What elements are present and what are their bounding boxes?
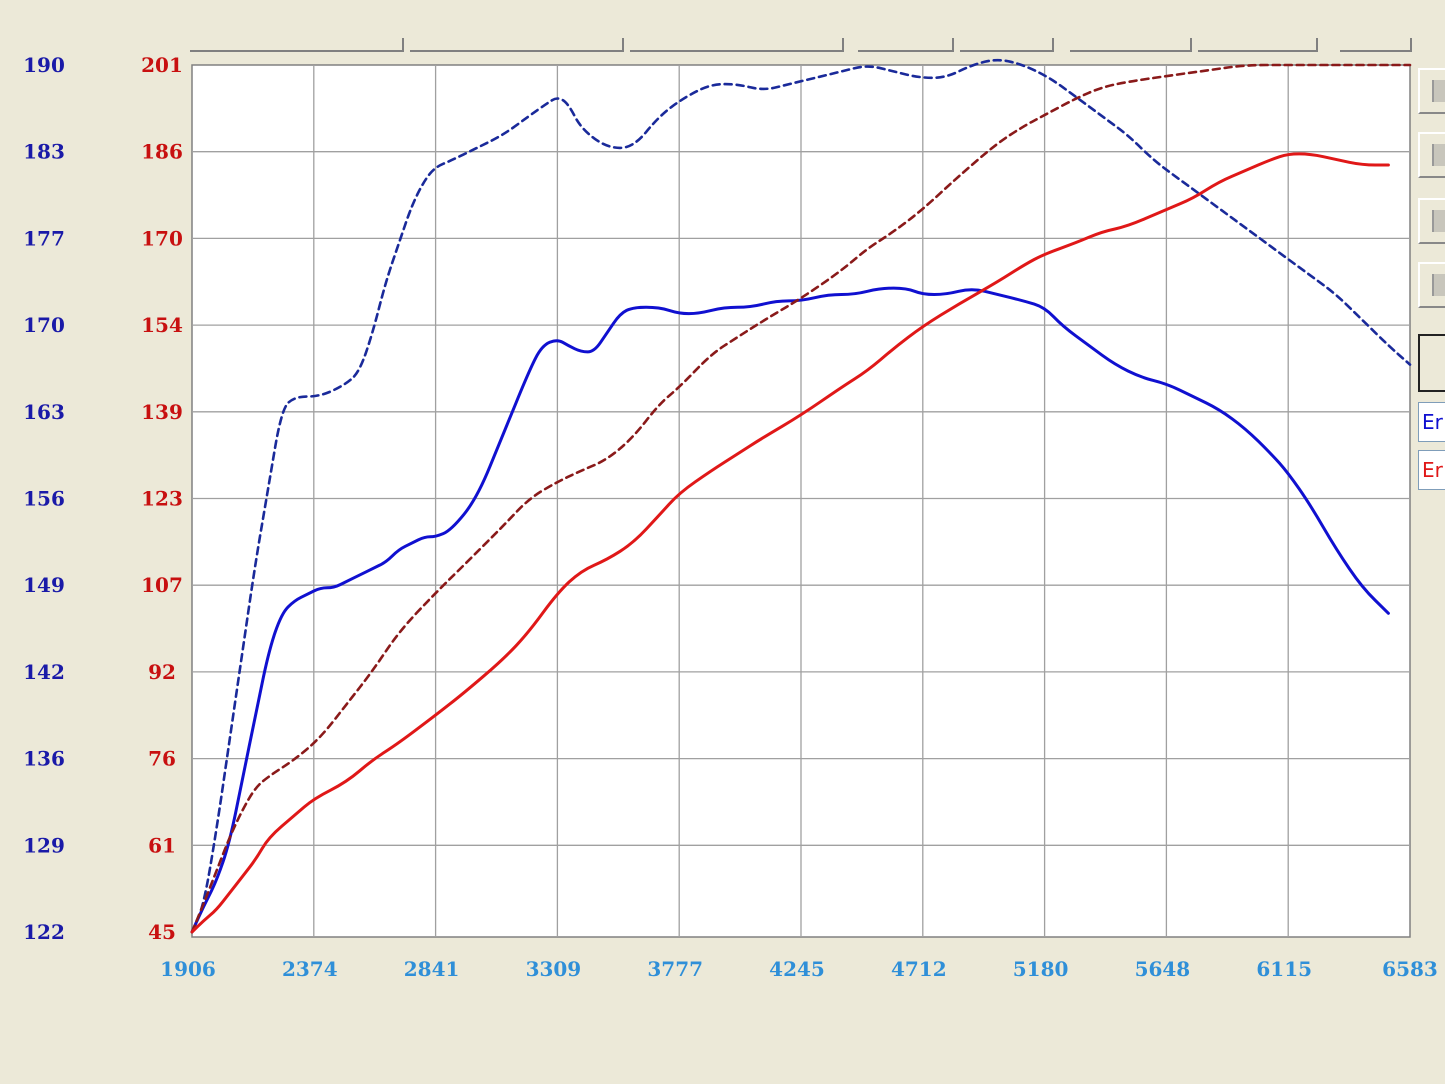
y-left-tick-label: 129 — [23, 833, 65, 857]
side-button-5[interactable] — [1418, 334, 1445, 392]
top-tab-8[interactable] — [1340, 38, 1412, 52]
x-tick-label: 5180 — [1013, 957, 1069, 981]
legend-power-entry[interactable]: Er — [1418, 402, 1445, 442]
y-left-tick-label: 149 — [23, 573, 65, 597]
red-dashed-series-line — [190, 63, 1412, 934]
y-right-tick-label: 107 — [141, 573, 183, 597]
y-left-tick-label: 190 — [23, 53, 65, 77]
y-left-tick-label: 136 — [23, 747, 65, 771]
top-tab-4[interactable] — [858, 38, 954, 52]
top-tab-3[interactable] — [630, 38, 844, 52]
y-left-tick-label: 163 — [23, 400, 65, 424]
blue-dashed-series-line — [190, 58, 1412, 934]
legend-torque-entry[interactable]: Er — [1418, 450, 1445, 490]
side-button-2[interactable] — [1418, 132, 1445, 178]
x-tick-label: 2841 — [404, 957, 460, 981]
side-button-4[interactable] — [1418, 262, 1445, 308]
y-left-tick-label: 122 — [23, 920, 65, 944]
button-glyph-icon — [1432, 80, 1445, 102]
x-tick-label: 1906 — [160, 957, 216, 981]
y-right-tick-label: 76 — [148, 747, 176, 771]
tick-labels: 122 129 136 142 149 156 163 170 177 183 190 45 61 76 9… — [23, 53, 1438, 981]
series-layer — [190, 58, 1412, 934]
x-tick-label: 6115 — [1256, 957, 1312, 981]
side-button-3[interactable] — [1418, 198, 1445, 244]
top-tab-6[interactable] — [1070, 38, 1192, 52]
x-tick-label: 3777 — [647, 957, 703, 981]
y-right-tick-label: 154 — [141, 313, 183, 337]
top-tab-2[interactable] — [410, 38, 624, 52]
y-left-tick-label: 142 — [23, 660, 65, 684]
x-tick-label: 3309 — [526, 957, 582, 981]
red-solid-series-line — [190, 152, 1390, 934]
x-tick-label: 2374 — [282, 957, 338, 981]
button-glyph-icon — [1432, 144, 1445, 166]
top-tab-5[interactable] — [960, 38, 1054, 52]
button-glyph-icon — [1432, 210, 1445, 232]
y-right-tick-label: 61 — [148, 833, 176, 857]
y-right-tick-label: 186 — [141, 140, 183, 164]
y-left-tick-label: 156 — [23, 487, 65, 511]
legend-power-label: Er — [1422, 410, 1443, 434]
top-tab-7[interactable] — [1198, 38, 1318, 52]
x-tick-label: 6583 — [1382, 957, 1438, 981]
y-left-tick-label: 183 — [23, 140, 65, 164]
y-left-tick-label: 170 — [23, 313, 65, 337]
y-right-tick-label: 139 — [141, 400, 183, 424]
top-tab-1[interactable] — [190, 38, 404, 52]
y-right-tick-label: 45 — [148, 920, 176, 944]
legend-torque-label: Er — [1422, 458, 1443, 482]
x-tick-label: 5648 — [1135, 957, 1191, 981]
y-right-tick-label: 170 — [141, 226, 183, 250]
blue-solid-series-line — [190, 286, 1390, 934]
grid — [192, 65, 1410, 937]
side-button-1[interactable] — [1418, 68, 1445, 114]
y-right-tick-label: 92 — [148, 660, 176, 684]
y-right-tick-label: 201 — [141, 53, 183, 77]
y-left-tick-label: 177 — [23, 226, 65, 250]
button-glyph-icon — [1432, 274, 1445, 296]
x-tick-label: 4712 — [891, 957, 947, 981]
y-right-tick-label: 123 — [141, 487, 183, 511]
x-tick-label: 4245 — [769, 957, 825, 981]
